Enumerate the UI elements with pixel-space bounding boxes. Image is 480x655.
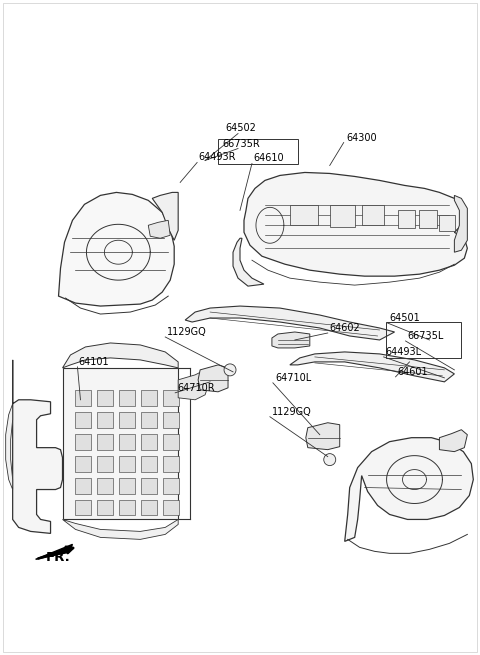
Polygon shape <box>62 519 178 539</box>
Polygon shape <box>345 438 473 542</box>
Text: 64493L: 64493L <box>385 347 422 357</box>
Text: 64602: 64602 <box>330 323 360 333</box>
Polygon shape <box>97 500 113 515</box>
Polygon shape <box>62 368 178 519</box>
Polygon shape <box>75 456 91 472</box>
Polygon shape <box>120 477 135 493</box>
Polygon shape <box>97 412 113 428</box>
Polygon shape <box>97 456 113 472</box>
Polygon shape <box>36 544 72 559</box>
Polygon shape <box>244 172 468 276</box>
Polygon shape <box>439 215 456 231</box>
Polygon shape <box>141 500 157 515</box>
Polygon shape <box>290 352 455 382</box>
Polygon shape <box>141 456 157 472</box>
Polygon shape <box>120 434 135 449</box>
Bar <box>218 139 298 164</box>
Polygon shape <box>120 390 135 406</box>
Polygon shape <box>152 193 178 240</box>
Polygon shape <box>330 206 355 227</box>
Text: FR.: FR. <box>46 551 70 564</box>
Polygon shape <box>178 370 210 400</box>
Polygon shape <box>97 390 113 406</box>
Polygon shape <box>75 434 91 449</box>
Polygon shape <box>306 422 340 449</box>
Polygon shape <box>455 195 468 252</box>
Polygon shape <box>75 477 91 493</box>
Polygon shape <box>420 210 437 229</box>
Polygon shape <box>97 434 113 449</box>
Polygon shape <box>163 456 179 472</box>
Polygon shape <box>97 477 113 493</box>
Polygon shape <box>120 412 135 428</box>
Circle shape <box>324 454 336 466</box>
Polygon shape <box>233 238 264 286</box>
Text: 64101: 64101 <box>78 357 109 367</box>
Text: 1129GQ: 1129GQ <box>272 407 312 417</box>
Circle shape <box>224 364 236 376</box>
Polygon shape <box>120 456 135 472</box>
Polygon shape <box>397 210 416 229</box>
Polygon shape <box>12 360 62 533</box>
Text: 64493R: 64493R <box>198 153 236 162</box>
Polygon shape <box>148 220 170 238</box>
Text: 66735R: 66735R <box>222 139 260 149</box>
Polygon shape <box>163 477 179 493</box>
Polygon shape <box>141 412 157 428</box>
Polygon shape <box>120 500 135 515</box>
Polygon shape <box>163 390 179 406</box>
Polygon shape <box>439 430 468 452</box>
Text: 66735L: 66735L <box>408 331 444 341</box>
Bar <box>385 322 461 358</box>
Text: 64610: 64610 <box>253 153 284 164</box>
Polygon shape <box>75 500 91 515</box>
Polygon shape <box>6 403 12 489</box>
Text: 64710L: 64710L <box>275 373 311 383</box>
Polygon shape <box>163 434 179 449</box>
Polygon shape <box>361 206 384 225</box>
Text: 64601: 64601 <box>397 367 428 377</box>
Polygon shape <box>141 477 157 493</box>
Polygon shape <box>59 193 174 306</box>
Polygon shape <box>62 343 178 368</box>
Polygon shape <box>185 306 395 340</box>
Polygon shape <box>272 332 310 348</box>
Text: 64300: 64300 <box>347 132 377 143</box>
Polygon shape <box>141 390 157 406</box>
Polygon shape <box>198 365 228 392</box>
Polygon shape <box>163 412 179 428</box>
Text: 64502: 64502 <box>225 122 256 132</box>
Polygon shape <box>163 500 179 515</box>
Polygon shape <box>141 434 157 449</box>
Text: 64501: 64501 <box>390 313 420 323</box>
Text: 64710R: 64710R <box>177 383 215 393</box>
Text: 1129GQ: 1129GQ <box>167 327 207 337</box>
Polygon shape <box>75 412 91 428</box>
Polygon shape <box>75 390 91 406</box>
Polygon shape <box>290 206 318 225</box>
